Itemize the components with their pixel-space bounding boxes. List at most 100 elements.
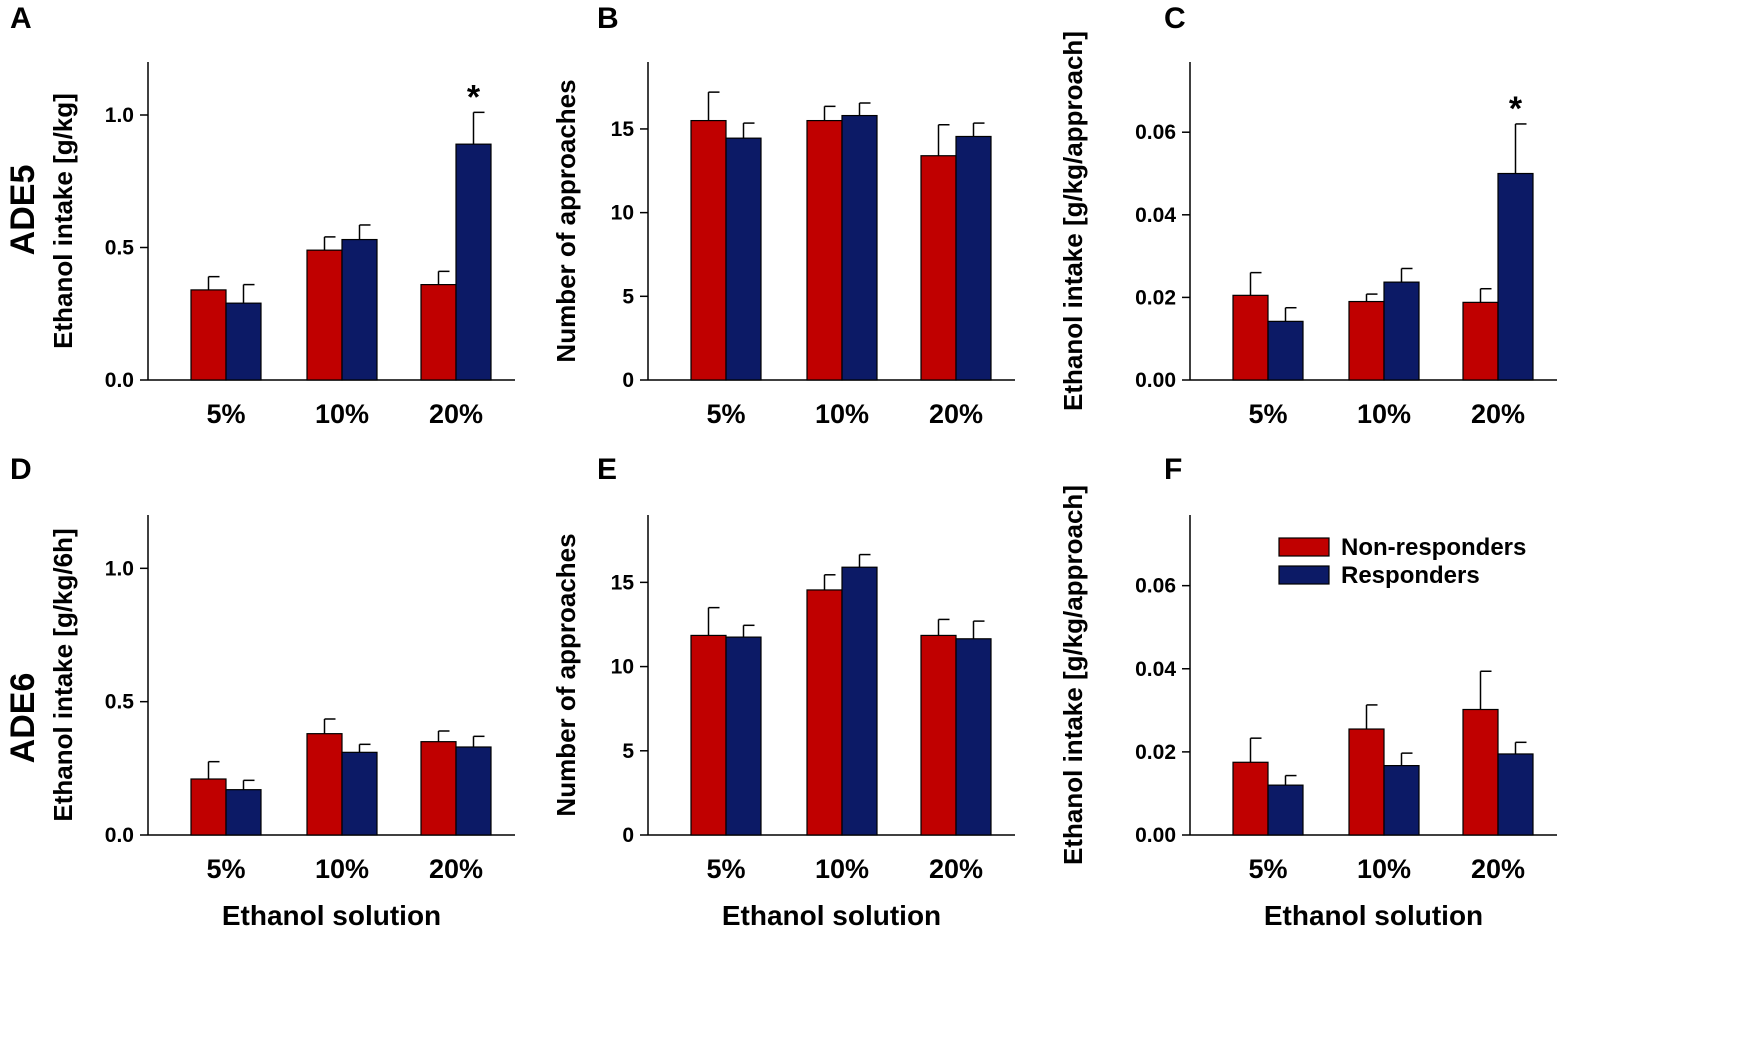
- legend-label-non-responders: Non-responders: [1341, 534, 1526, 561]
- bar-non-responders-d: [190, 778, 227, 836]
- panel-letter-c: C: [1164, 2, 1186, 35]
- x-tick-label-e: 20%: [929, 854, 983, 884]
- x-tick-label-a: 10%: [315, 399, 369, 429]
- bar-non-responders-c: [1232, 294, 1269, 381]
- bar-responders-a: [341, 238, 378, 381]
- panel-letter-e: E: [597, 453, 617, 486]
- y-axis-label-c: Ethanol intake [g/kg/approach]: [1058, 31, 1088, 411]
- bar-non-responders-d: [420, 741, 457, 836]
- x-tick-label-d: 5%: [206, 854, 245, 884]
- x-axis-label-e: Ethanol solution: [722, 900, 941, 931]
- bar-non-responders-e: [690, 634, 727, 836]
- bar-responders-b: [955, 135, 992, 381]
- y-tick-label-b: 5: [622, 285, 634, 308]
- bar-non-responders-d: [306, 733, 343, 836]
- y-tick-label-b: 0: [622, 369, 634, 392]
- panel-letter-d: D: [10, 453, 32, 486]
- panel-f: F 0.00 0.02 0.04 0.06 Ethanol intake [g/kg/ap…: [1058, 453, 1557, 931]
- bar-responders-e: [725, 636, 762, 836]
- y-tick-label-e: 15: [611, 571, 635, 594]
- y-tick-label-c: 0.00: [1135, 369, 1176, 392]
- x-tick-label-b: 10%: [815, 399, 869, 429]
- bar-non-responders-a: [190, 289, 227, 381]
- legend-swatch-responders: [1278, 565, 1330, 585]
- x-tick-label-c: 5%: [1248, 399, 1287, 429]
- bar-non-responders-e: [920, 634, 957, 836]
- y-tick-label-c: 0.06: [1135, 121, 1176, 144]
- y-tick-label-a: 1.0: [105, 104, 134, 127]
- x-tick-label-d: 20%: [429, 854, 483, 884]
- bar-responders-f: [1267, 784, 1304, 836]
- y-tick-label-f: 0.00: [1135, 824, 1176, 847]
- bar-non-responders-a: [420, 284, 457, 381]
- y-tick-label-f: 0.04: [1135, 658, 1176, 681]
- y-tick-label-d: 0.0: [105, 824, 134, 847]
- bar-responders-d: [455, 746, 492, 836]
- legend-label-responders: Responders: [1341, 562, 1480, 589]
- x-axis-label-d: Ethanol solution: [222, 900, 441, 931]
- x-tick-label-f: 5%: [1248, 854, 1287, 884]
- y-tick-label-b: 10: [611, 202, 634, 225]
- bar-non-responders-b: [920, 155, 957, 381]
- x-axis-label-f: Ethanol solution: [1264, 900, 1483, 931]
- bar-responders-e: [955, 638, 992, 836]
- row-label-ade6: ADE6: [4, 673, 42, 764]
- bar-responders-e: [841, 566, 878, 836]
- x-tick-label-f: 20%: [1471, 854, 1525, 884]
- x-tick-label-f: 10%: [1357, 854, 1411, 884]
- panel-e: E 0 5 10 15 Number of approaches 5% 10% 20% Ethan…: [551, 453, 1015, 931]
- bar-responders-d: [225, 789, 262, 836]
- panel-c: C 0.00 0.02 0.04 0.06 Ethanol intake [g/kg/ap…: [1058, 2, 1557, 429]
- y-tick-label-d: 0.5: [105, 691, 135, 714]
- bar-responders-f: [1383, 764, 1420, 836]
- y-tick-label-a: 0.0: [105, 369, 134, 392]
- y-tick-label-a: 0.5: [105, 237, 135, 260]
- y-axis-label-e: Number of approaches: [551, 533, 581, 816]
- bar-non-responders-f: [1348, 728, 1385, 836]
- bar-non-responders-c: [1462, 301, 1499, 381]
- bar-non-responders-a: [306, 249, 343, 381]
- y-tick-label-c: 0.04: [1135, 204, 1176, 227]
- y-tick-label-e: 10: [611, 656, 634, 679]
- y-tick-label-e: 0: [622, 824, 634, 847]
- y-axis-label-f: Ethanol intake [g/kg/approach]: [1058, 485, 1088, 865]
- panel-d: D 0.0 0.5 1.0 Ethanol intake [g/kg/6h] 5% 10% 2…: [10, 453, 515, 931]
- bar-non-responders-b: [806, 119, 843, 381]
- bar-non-responders-b: [690, 119, 727, 381]
- x-tick-label-c: 10%: [1357, 399, 1411, 429]
- panel-a: A 0.0 0.5 1.0 Ethanol intake [g/kg] 5% 10% 20% *: [10, 2, 515, 429]
- panel-letter-b: B: [597, 2, 619, 35]
- panel-letter-a: A: [10, 2, 32, 35]
- bar-non-responders-f: [1462, 708, 1499, 836]
- legend-swatch-non-responders: [1278, 537, 1330, 557]
- significance-star-a: *: [467, 78, 481, 116]
- bar-non-responders-f: [1232, 761, 1269, 836]
- bar-responders-b: [841, 114, 878, 381]
- x-tick-label-d: 10%: [315, 854, 369, 884]
- significance-star-c: *: [1509, 90, 1523, 128]
- y-tick-label-b: 15: [611, 118, 635, 141]
- y-axis-label-d: Ethanol intake [g/kg/6h]: [48, 528, 78, 821]
- x-tick-label-b: 5%: [706, 399, 745, 429]
- y-tick-label-f: 0.06: [1135, 575, 1176, 598]
- bar-responders-a: [225, 302, 262, 381]
- row-label-ade5: ADE5: [4, 165, 42, 256]
- bar-responders-a: [455, 143, 492, 381]
- x-tick-label-b: 20%: [929, 399, 983, 429]
- bar-responders-c: [1497, 172, 1534, 381]
- bar-responders-b: [725, 137, 762, 381]
- bar-responders-c: [1267, 320, 1304, 381]
- panel-b: B 0 5 10 15 Number of approaches 5% 10% 20%: [551, 2, 1015, 429]
- x-tick-label-a: 5%: [206, 399, 245, 429]
- x-tick-label-c: 20%: [1471, 399, 1525, 429]
- y-tick-label-e: 5: [622, 740, 634, 763]
- y-tick-label-d: 1.0: [105, 557, 134, 580]
- panel-letter-f: F: [1164, 453, 1182, 486]
- x-tick-label-e: 10%: [815, 854, 869, 884]
- y-axis-label-a: Ethanol intake [g/kg]: [48, 93, 78, 349]
- x-tick-label-e: 5%: [706, 854, 745, 884]
- bar-responders-c: [1383, 281, 1420, 381]
- bar-responders-d: [341, 751, 378, 836]
- bar-responders-f: [1497, 753, 1534, 836]
